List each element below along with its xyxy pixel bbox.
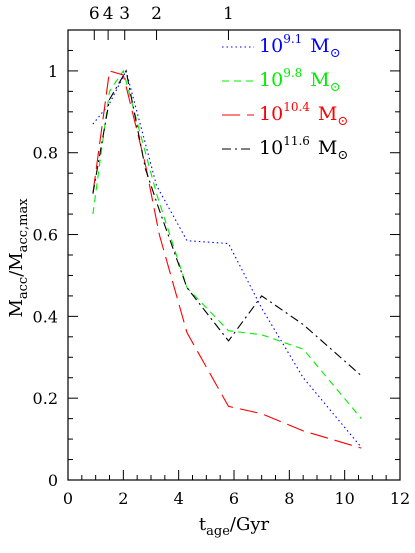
x-axis-title: tage/Gyr <box>199 514 270 539</box>
x-axis-title-sub: age <box>206 524 230 539</box>
series-lines <box>92 69 362 449</box>
top-axis-label: 4 <box>103 4 114 24</box>
y-tick-label: 0.2 <box>33 389 58 408</box>
series-line-1 <box>92 69 362 448</box>
top-axis-label: 3 <box>119 4 130 24</box>
x-tick-label: 0 <box>63 489 73 508</box>
plot-frame <box>67 29 401 481</box>
x-tick-label: 10 <box>334 489 354 508</box>
y-tick-label: 1 <box>48 62 58 81</box>
tick-labels: 0 2 4 6 8 10 12 0 0.2 0.4 0.6 0.8 1 <box>33 62 411 508</box>
top-axis-label: 6 <box>89 4 100 24</box>
y-tick-label: 0.6 <box>33 226 58 245</box>
series-line-2 <box>92 69 362 419</box>
y-tick-label: 0.4 <box>33 307 58 326</box>
series-line-4 <box>92 69 362 377</box>
x-tick-label: 4 <box>174 489 184 508</box>
legend: 109.1 M⊙ 109.8 M⊙ 1010.4 M⊙ 1011.6 M⊙ <box>222 32 348 163</box>
y-axis-title: Macc/Macc,max <box>6 198 31 318</box>
top-axis-label: 2 <box>151 4 162 24</box>
x-tick-label: 12 <box>390 489 410 508</box>
x-axis-title-suffix: /Gyr <box>230 514 270 535</box>
y-tick-label: 0 <box>48 471 58 490</box>
legend-label: 109.8 M⊙ <box>259 66 341 95</box>
legend-label: 1010.4 M⊙ <box>259 100 348 129</box>
x-axis-title-main: t <box>199 514 207 535</box>
top-axis-label: 1 <box>223 4 234 24</box>
x-tick-label: 8 <box>284 489 294 508</box>
legend-label: 109.1 M⊙ <box>259 32 341 61</box>
legend-label: 1011.6 M⊙ <box>259 134 348 163</box>
series-line-3 <box>92 70 362 449</box>
y-axis-title-sub2: acc,max <box>16 198 31 253</box>
x-tick-label: 6 <box>229 489 239 508</box>
y-axis-title-sub: acc <box>16 277 31 299</box>
y-tick-label: 0.8 <box>33 144 58 163</box>
x-tick-label: 2 <box>118 489 128 508</box>
axis-ticks <box>67 29 401 481</box>
y-axis-title-mid: /M <box>6 252 27 277</box>
y-axis-title-main: M <box>6 299 27 317</box>
